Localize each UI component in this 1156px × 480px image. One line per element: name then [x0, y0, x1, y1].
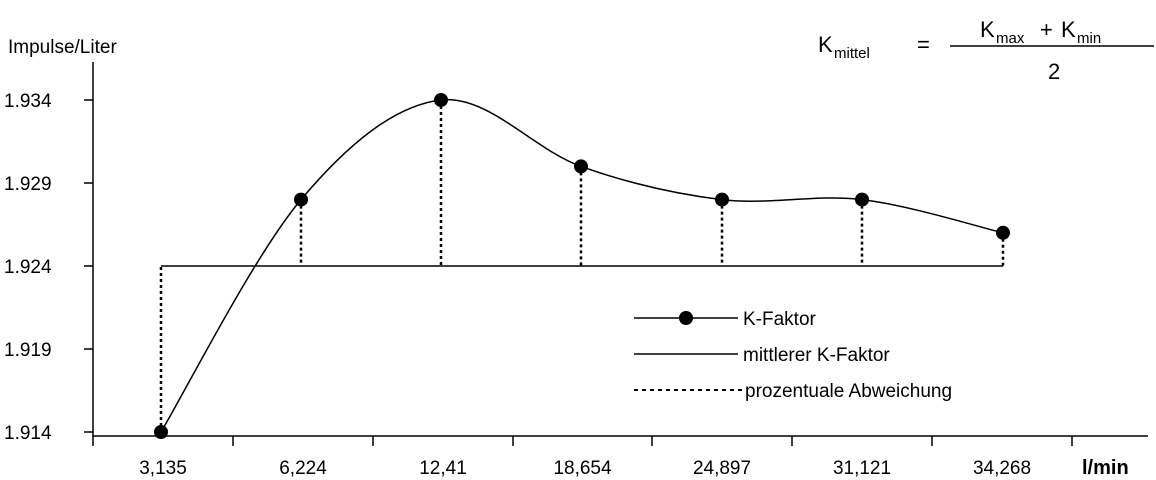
x-tick-label: 24,897	[693, 458, 751, 479]
x-tick-label: 3,135	[139, 458, 187, 479]
y-tick-label: 1.914	[4, 423, 52, 444]
formula-plus: +	[1040, 17, 1053, 42]
formula-lhs-base: K	[818, 32, 833, 57]
formula-num-a-base: K	[980, 17, 995, 42]
k-faktor-point	[996, 225, 1010, 240]
legend-deviation-label: prozentuale Abweichung	[745, 381, 952, 402]
x-tick-label: 6,224	[279, 458, 327, 479]
y-axis-label: Impulse/Liter	[8, 37, 117, 58]
formula-equals: =	[917, 32, 930, 57]
x-tick-label: 12,41	[419, 458, 467, 479]
x-tick-label: 18,654	[553, 458, 612, 479]
k-faktor-point	[574, 159, 588, 174]
x-tick-label: 34,268	[973, 458, 1031, 479]
k-faktor-point	[855, 192, 869, 207]
y-tick-label: 1.924	[4, 257, 52, 278]
k-faktor-point	[294, 192, 308, 207]
legend-mean-label: mittlerer K-Faktor	[743, 345, 890, 366]
formula: K mittel = K max + K min 2	[818, 17, 1154, 84]
formula-num-a-sub: max	[996, 30, 1025, 47]
legend-k-faktor-marker	[679, 311, 693, 325]
y-tick-label: 1.929	[4, 174, 52, 195]
k-faktor-point	[715, 192, 729, 207]
y-tick-label: 1.919	[4, 340, 52, 361]
k-faktor-point	[154, 425, 168, 439]
formula-denominator: 2	[1048, 59, 1060, 84]
y-tick-label: 1.934	[4, 91, 52, 112]
legend-k-faktor-label: K-Faktor	[743, 309, 817, 330]
x-tick-label: 31,121	[833, 458, 891, 479]
formula-num-b-base: K	[1061, 17, 1076, 42]
formula-num-b-sub: min	[1077, 30, 1101, 47]
legend: K-Faktor mittlerer K-Faktor prozentuale …	[634, 309, 952, 402]
x-axis-unit: l/min	[1082, 457, 1129, 479]
k-faktor-point	[434, 93, 448, 107]
formula-lhs-sub: mittel	[834, 45, 870, 62]
